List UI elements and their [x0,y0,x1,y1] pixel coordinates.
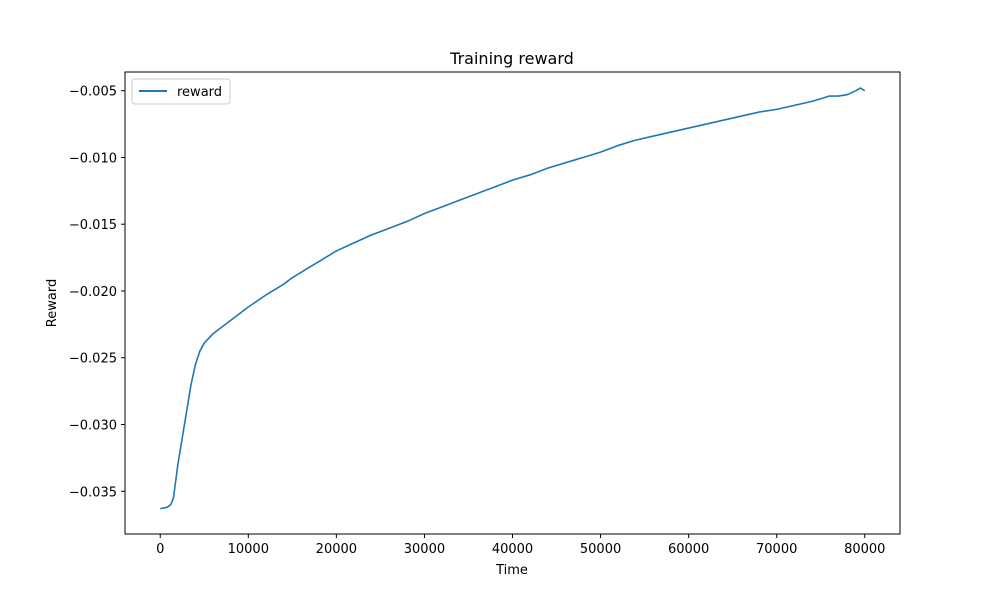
y-tick-label: −0.020 [69,285,117,300]
y-tick-label: −0.025 [69,352,117,367]
y-tick-label: −0.035 [69,485,117,500]
x-tick-label: 0 [156,542,164,557]
x-tick-label: 30000 [404,542,445,557]
x-tick-label: 50000 [580,542,621,557]
y-axis-label: Reward [45,279,60,327]
x-axis-label: Time [495,563,528,578]
chart-title: Training reward [449,49,574,68]
y-tick-label: −0.010 [69,151,117,166]
y-tick-label: −0.005 [69,85,117,100]
series-line-reward [160,87,866,510]
x-tick-label: 80000 [844,542,885,557]
legend: reward [131,78,231,105]
y-tick-label: −0.030 [69,419,117,434]
x-tick-label: 20000 [316,542,357,557]
x-tick-label: 60000 [668,542,709,557]
legend-box [131,78,231,105]
x-tick-label: 10000 [228,542,269,557]
x-tick-label: 70000 [756,542,797,557]
y-tick-label: −0.015 [69,218,117,233]
x-tick-label: 40000 [492,542,533,557]
legend-label-reward: reward [177,85,222,100]
